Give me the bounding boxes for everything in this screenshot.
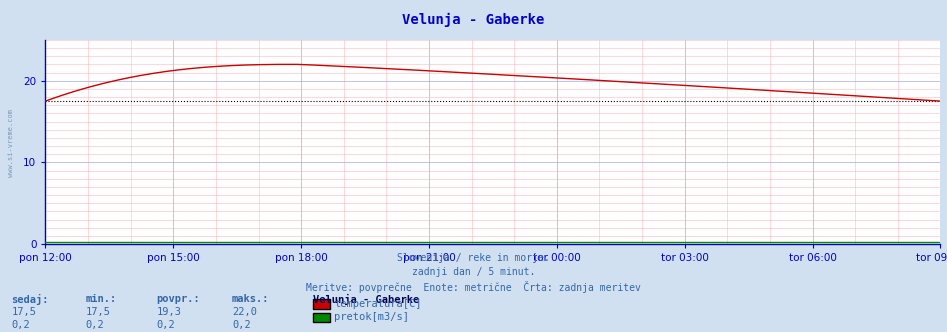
Text: sedaj:: sedaj: [11, 294, 49, 305]
Text: min.:: min.: [85, 294, 116, 304]
Text: 0,2: 0,2 [85, 320, 104, 330]
Text: 19,3: 19,3 [156, 307, 181, 317]
Text: 0,2: 0,2 [11, 320, 30, 330]
Text: temperatura[C]: temperatura[C] [334, 299, 421, 309]
Text: Meritve: povprečne  Enote: metrične  Črta: zadnja meritev: Meritve: povprečne Enote: metrične Črta:… [306, 281, 641, 292]
Text: 22,0: 22,0 [232, 307, 257, 317]
Text: maks.:: maks.: [232, 294, 270, 304]
Text: zadnji dan / 5 minut.: zadnji dan / 5 minut. [412, 267, 535, 277]
Text: 0,2: 0,2 [232, 320, 251, 330]
Text: Velunja - Gaberke: Velunja - Gaberke [402, 13, 545, 28]
Text: 17,5: 17,5 [11, 307, 36, 317]
Text: pretok[m3/s]: pretok[m3/s] [334, 312, 409, 322]
Text: povpr.:: povpr.: [156, 294, 200, 304]
Text: Slovenija / reke in morje.: Slovenija / reke in morje. [397, 253, 550, 263]
Text: 17,5: 17,5 [85, 307, 110, 317]
Text: www.si-vreme.com: www.si-vreme.com [9, 109, 14, 177]
Text: 0,2: 0,2 [156, 320, 175, 330]
Text: Velunja - Gaberke: Velunja - Gaberke [313, 294, 419, 305]
